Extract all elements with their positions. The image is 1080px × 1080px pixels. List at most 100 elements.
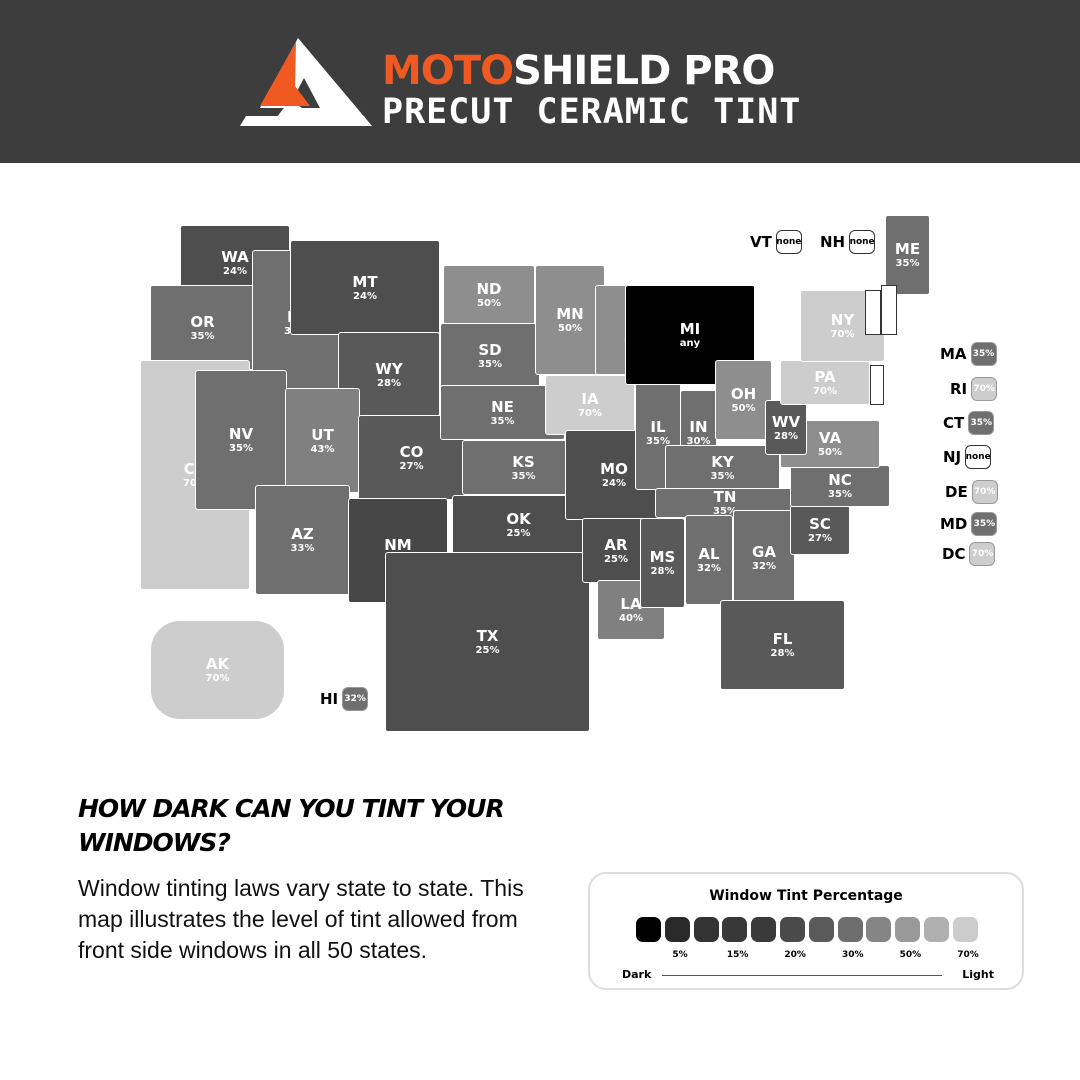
state-outline-none <box>865 290 881 335</box>
state-abbr: NC <box>828 471 852 489</box>
state-abbr: ND <box>476 280 502 298</box>
legend-percent-label: 30% <box>842 950 864 960</box>
legend-title: Window Tint Percentage <box>709 888 903 904</box>
motoshield-logo-icon <box>240 38 372 126</box>
state-abbr: TN <box>713 488 737 506</box>
state-ne: NE 35% <box>440 385 565 440</box>
state-tint-value: 28% <box>377 377 401 389</box>
callout-ct: CT 35% <box>943 411 995 435</box>
state-ar: AR 25% <box>582 518 650 583</box>
state-oh: OH 50% <box>715 360 772 440</box>
callout-abbr: MD <box>940 515 968 533</box>
state-tint-value: 25% <box>506 528 531 539</box>
state-tint-value: 35% <box>710 470 735 482</box>
brand-name: MOTOSHIELD PRO <box>382 48 775 94</box>
state-abbr: ME <box>894 240 921 258</box>
callout-value: 35% <box>968 411 995 435</box>
legend-percent-label: 70% <box>957 950 979 960</box>
state-abbr: IA <box>581 390 599 408</box>
state-outline-none <box>881 285 897 335</box>
state-tint-value: 27% <box>399 460 424 472</box>
legend-swatch <box>952 917 978 942</box>
callout-abbr: NJ <box>943 448 962 466</box>
state-outline-none <box>870 365 884 405</box>
state-tint-value: 30% <box>686 435 711 447</box>
state-abbr: WA <box>221 247 249 266</box>
legend-swatch <box>866 917 892 942</box>
state-ok: OK 25% <box>452 495 585 555</box>
state-abbr: KY <box>711 452 734 471</box>
callout-de: DE 70% <box>945 480 998 504</box>
brand-subtitle: PRECUT CERAMIC TINT <box>382 92 802 132</box>
state-tint-value: 27% <box>808 533 832 544</box>
state-tint-value: 35% <box>490 415 515 427</box>
callout-abbr: DC <box>942 545 966 563</box>
state-tint-value: 24% <box>223 265 247 277</box>
state-abbr: OH <box>730 385 757 403</box>
state-tint-value: 25% <box>604 553 628 565</box>
state-abbr: OK <box>506 510 531 528</box>
state-tint-value: 35% <box>646 435 670 447</box>
state-abbr: IN <box>689 417 708 436</box>
legend-percent-label: 50% <box>899 950 922 960</box>
state-tint-value: 24% <box>353 290 377 302</box>
legend-swatch <box>722 917 748 942</box>
legend-swatch <box>636 917 661 942</box>
callout-value: none <box>849 230 876 254</box>
info-heading: HOW DARK CAN YOU TINT YOUR WINDOWS? <box>78 794 505 857</box>
legend-swatch <box>780 917 805 942</box>
state-abbr: SD <box>478 340 502 359</box>
state-ia: IA 70% <box>545 375 635 435</box>
info-description: Window tinting laws vary state to state.… <box>78 875 524 963</box>
state-ut: UT 43% <box>285 388 360 493</box>
state-abbr: AR <box>604 535 628 554</box>
legend-percent-label: 5% <box>672 950 688 960</box>
callout-dc: DC 70% <box>942 542 996 566</box>
legend-swatch <box>693 917 719 942</box>
state-ms: MS 28% <box>640 518 685 608</box>
state-abbr: NE <box>491 397 514 416</box>
state-tint-value: 70% <box>813 385 837 397</box>
state-abbr: KS <box>512 452 535 471</box>
state-abbr: MI <box>679 320 701 338</box>
state-abbr: MS <box>649 548 676 566</box>
state-me: ME 35% <box>885 215 930 295</box>
state-abbr: AK <box>205 655 230 673</box>
state-ga: GA 32% <box>733 510 795 605</box>
state-abbr: NV <box>228 425 254 443</box>
tint-legend: Window Tint Percentage Dark Light 5% 15% 2… <box>588 872 1024 990</box>
state-tint-value: 50% <box>731 403 756 414</box>
state-nd: ND 50% <box>443 265 535 325</box>
callout-value: 35% <box>970 342 997 366</box>
state-tint-value: 25% <box>475 645 500 656</box>
state-tint-value: any <box>679 338 701 349</box>
state-abbr: UT <box>311 425 334 444</box>
brand-shield-pro: SHIELD PRO <box>513 48 775 94</box>
state-tint-value: 32% <box>697 563 721 574</box>
state-tint-value: 35% <box>478 358 502 370</box>
callout-hi: HI 32% <box>320 687 369 711</box>
state-abbr: MN <box>556 305 584 323</box>
state-tint-value: 50% <box>477 298 501 309</box>
legend-percent-label: 15% <box>726 950 749 960</box>
state-tint-value: 35% <box>828 489 852 500</box>
callout-vt: VT none <box>750 230 802 254</box>
state-mn: MN 50% <box>535 265 605 375</box>
state-abbr: AL <box>698 545 720 563</box>
state-tint-value: 35% <box>511 470 536 482</box>
state-tint-value: 24% <box>602 478 626 489</box>
state-az: AZ 33% <box>255 485 350 595</box>
callout-abbr: DE <box>945 483 968 501</box>
state-tint-value: 70% <box>578 408 602 419</box>
state-wy: WY 28% <box>338 332 440 417</box>
legend-swatch <box>808 917 834 942</box>
state-abbr: NM <box>384 535 412 554</box>
state-nc: NC 35% <box>790 465 890 507</box>
state-fl: FL 28% <box>720 600 845 690</box>
state-tint-value: 35% <box>713 506 737 517</box>
callout-value: none <box>775 230 802 254</box>
state-abbr: LA <box>620 595 642 613</box>
state-abbr: FL <box>772 630 793 648</box>
callout-value: 70% <box>971 377 998 401</box>
state-abbr: CO <box>399 442 424 461</box>
